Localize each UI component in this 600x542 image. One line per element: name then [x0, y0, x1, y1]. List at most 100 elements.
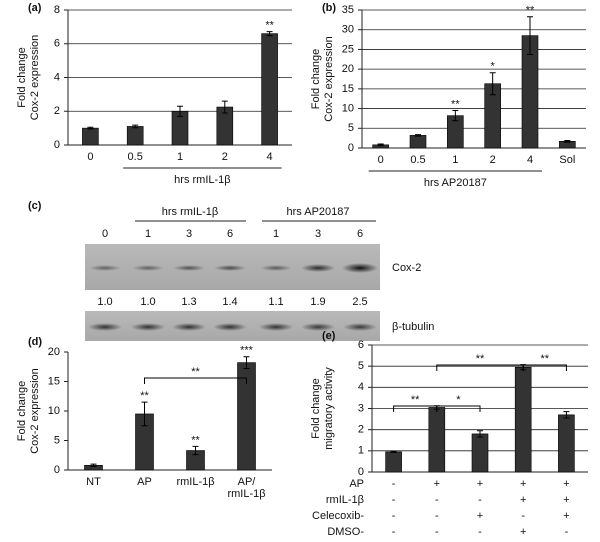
lane-label: 3: [186, 228, 192, 240]
y-tick-label: 0: [54, 464, 60, 476]
x-tick-label: 2: [490, 154, 496, 166]
blot-panel: (c) hrs rmIL-1β hrs AP20187 Cox-2 β-tubu…: [28, 200, 434, 341]
band: [214, 265, 246, 271]
y-tick-label: 6: [358, 339, 364, 351]
condition-label: Celecoxib-: [312, 510, 364, 522]
quant-label: 2.5: [352, 296, 367, 308]
band: [301, 323, 335, 331]
quant-label: 1.9: [310, 296, 325, 308]
condition-sign: -: [521, 510, 525, 522]
quant-label: 1.4: [222, 296, 237, 308]
bracket: [144, 377, 247, 384]
quant-label: 1.3: [181, 296, 196, 308]
y-tick-label: 0: [348, 142, 354, 154]
error-bar: [527, 16, 533, 56]
error-bar: [177, 105, 183, 117]
y-axis-label: Fold change: [16, 47, 28, 108]
bar: [385, 451, 402, 473]
condition-sign: +: [563, 510, 569, 522]
error-bar: [564, 140, 571, 143]
error-bar: [266, 31, 273, 37]
bar: [558, 414, 575, 473]
bar: [428, 407, 446, 473]
x-tick-label: 0: [378, 154, 384, 166]
condition-sign: -: [392, 494, 396, 506]
y-tick-label: 0: [54, 139, 60, 151]
y-tick-label: 35: [342, 4, 354, 16]
condition-sign: -: [435, 526, 439, 538]
error-bar: [563, 411, 570, 419]
bands: [88, 263, 378, 331]
x-tick-label: 0.5: [410, 154, 425, 166]
lane-label: 6: [357, 228, 363, 240]
lane-label: 1: [273, 228, 279, 240]
significance: **: [541, 353, 550, 365]
y-tick-label: 20: [342, 63, 354, 75]
error-bar: [192, 445, 199, 456]
band: [213, 323, 247, 331]
y-axis-label: Fold change: [310, 49, 322, 110]
band-label: Cox-2: [392, 262, 421, 274]
x-tick-label: 2: [222, 151, 228, 163]
condition-sign: -: [392, 526, 396, 538]
y-tick-label: 3: [358, 402, 364, 414]
panel-label: (b): [322, 2, 336, 14]
group-label: hrs AP20187: [287, 206, 350, 218]
condition-sign: -: [435, 494, 439, 506]
y-tick-label: 5: [348, 122, 354, 134]
significance: ***: [240, 345, 254, 357]
band: [342, 263, 378, 273]
condition-sign: -: [565, 526, 569, 538]
y-tick-label: 20: [48, 346, 60, 358]
quant-label: 1.1: [268, 296, 283, 308]
error-bar: [141, 401, 148, 427]
band: [88, 323, 122, 331]
band: [260, 265, 292, 271]
significance: **: [526, 5, 535, 17]
panel-label: (c): [28, 200, 42, 212]
y-tick-label: 15: [48, 375, 60, 387]
y-axis-label: Cox-2 expression: [29, 368, 41, 454]
bar: [471, 433, 489, 473]
error-bar: [132, 124, 139, 129]
y-tick-label: 10: [48, 405, 60, 417]
bar: [514, 366, 532, 473]
significance: *: [456, 394, 461, 406]
band: [173, 265, 205, 271]
y-tick-label: 10: [342, 102, 354, 114]
y-axis-label: Cox-2 expression: [29, 35, 41, 121]
significance: **: [191, 434, 200, 446]
error-bar: [477, 430, 483, 438]
y-tick-label: 5: [358, 360, 364, 372]
condition-sign: -: [392, 478, 396, 490]
quant-label: 1.0: [140, 296, 155, 308]
y-axis-label: Fold change: [310, 378, 322, 439]
x-tick-label: rmIL-1β: [176, 476, 214, 488]
significance: *: [491, 61, 496, 73]
chart: (e) Fold change migratory activity 0 1 2 3 4 5 6 *…: [310, 330, 588, 538]
chart: (d) Fold change Cox-2 expression 0 5 10 15 20 NT…: [16, 336, 272, 500]
condition-sign: -: [478, 526, 482, 538]
panel-label: (e): [322, 330, 336, 342]
y-tick-label: 8: [54, 4, 60, 16]
bar: [261, 33, 278, 146]
y-tick-label: 15: [342, 83, 354, 95]
band: [259, 323, 293, 331]
significance: **: [476, 353, 485, 365]
condition-label: rmIL-1β: [326, 494, 364, 506]
error-bar: [390, 450, 397, 454]
x-axis-label: hrs AP20187: [424, 177, 487, 189]
y-tick-label: 2: [54, 105, 60, 117]
y-axis-label: migratory activity: [323, 367, 335, 450]
y-tick-label: 30: [342, 24, 354, 36]
x-tick-label: 1: [177, 151, 183, 163]
x-tick-label: 0.5: [128, 151, 143, 163]
bar: [409, 135, 427, 149]
panel-label: (a): [28, 2, 42, 14]
significance: **: [140, 390, 149, 402]
band: [172, 323, 206, 331]
condition-label: AP: [349, 478, 364, 490]
bracket: [522, 364, 567, 371]
group-label: hrs rmIL-1β: [162, 206, 218, 218]
